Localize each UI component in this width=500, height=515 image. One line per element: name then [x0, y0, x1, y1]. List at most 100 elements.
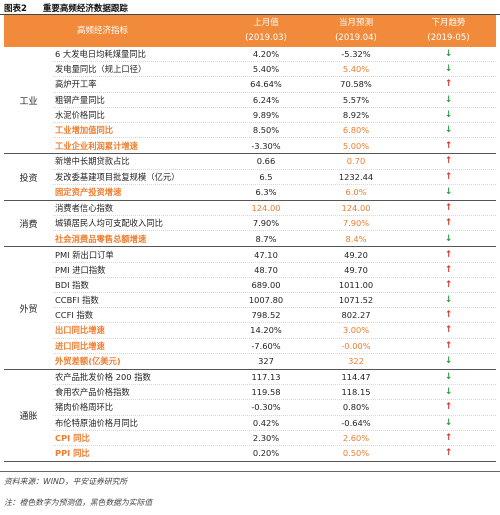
forecast-value: -0.64% — [341, 417, 371, 428]
indicator-name: 新增中长期贷款占比 — [55, 156, 130, 167]
table-row: 高炉开工率 64.64% 70.58% ↑ — [53, 77, 496, 93]
indicator-name: CPI 同比 — [55, 432, 90, 443]
arrow-up-icon: ↑ — [444, 264, 453, 275]
row-group: 外贸 PMI 新出口订单 47.10 49.20 ↑ PMI 进口指数 48.70 49.70… — [4, 247, 496, 370]
arrow-up-icon: ↑ — [444, 310, 453, 321]
forecast-value: 124.00 — [341, 202, 371, 213]
arrow-up-icon: ↑ — [444, 325, 453, 336]
table-row: 新增中长期贷款占比 0.66 0.70 ↑ — [53, 154, 496, 170]
arrow-up-icon: ↑ — [444, 279, 453, 290]
arrow-up-icon: ↑ — [444, 340, 453, 351]
forecast-value: 6.0% — [345, 187, 367, 198]
arrow-up-icon: ↑ — [444, 448, 453, 459]
prev-month-value: 6.5 — [259, 171, 273, 182]
indicator-name: CCBFI 指数 — [55, 295, 99, 306]
indicator-name: 布伦特原油价格月同比 — [55, 417, 138, 428]
forecast-value: 114.47 — [341, 372, 371, 383]
table-row: 进口同比增速 -7.60% -0.00% ↑ — [53, 339, 496, 354]
forecast-value: 8.4% — [345, 233, 367, 244]
forecast-value: 2.60% — [342, 432, 370, 443]
table-row: 发改委基建项目批复规模（亿元） 6.5 1232.44 ↑ — [53, 170, 496, 185]
indicator-name: 6 大发电日均耗煤量同比 — [55, 49, 146, 60]
forecast-value: 49.20 — [344, 249, 368, 260]
indicator-name: PMI 进口指数 — [55, 264, 106, 275]
table-row: PPI 同比 0.20% 0.50% ↑ — [53, 446, 496, 461]
figure-caption: 图表2 重要高频经济数据跟踪 — [4, 2, 128, 14]
indicator-name: 固定资产投资增速 — [55, 187, 122, 198]
indicator-name: 发电量同比（规上口径） — [55, 64, 147, 75]
indicator-name: 出口同比增速 — [55, 325, 105, 336]
footer-divider — [0, 471, 500, 472]
table-row: BDI 指数 689.00 1011.00 ↑ — [53, 278, 496, 293]
prev-month-value: 6.3% — [255, 187, 277, 198]
data-table: 高频经济指标 上月值 (2019.03) 当月预测 (2019.04) 下月趋势… — [4, 15, 496, 463]
prev-month-value: -0.30% — [251, 402, 281, 413]
indicator-name: 社会消费品零售总额增速 — [55, 233, 147, 244]
header-prev-month: 上月值 (2019.03) — [221, 15, 311, 47]
arrow-down-icon: ↓ — [444, 356, 453, 367]
header-category-cell — [4, 15, 53, 47]
arrow-up-icon: ↑ — [444, 140, 453, 151]
group-label: 消费 — [19, 220, 38, 231]
indicator-name: 消费者信心指数 — [55, 202, 114, 213]
forecast-value: 7.90% — [342, 218, 370, 229]
figure-title: 重要高频经济数据跟踪 — [42, 4, 128, 14]
indicator-name: BDI 指数 — [55, 279, 89, 290]
prev-month-value: 9.89% — [252, 109, 280, 120]
table-row: CCFI 指数 798.52 802.27 ↑ — [53, 308, 496, 324]
forecast-value: 118.15 — [341, 387, 371, 398]
arrow-down-icon: ↓ — [444, 233, 453, 244]
prev-month-value: 5.40% — [252, 64, 280, 75]
caption-divider — [0, 14, 500, 15]
arrow-down-icon: ↓ — [444, 64, 453, 75]
prev-month-value: 0.66 — [256, 156, 276, 167]
arrow-down-icon: ↓ — [444, 49, 453, 60]
table-row: 农产品批发价格 200 指数 117.13 114.47 ↓ — [53, 370, 496, 386]
indicator-name: 进口同比增速 — [55, 340, 105, 351]
table-row: 外贸差额(亿美元) 327 322 ↓ — [53, 354, 496, 369]
header-trend-label: 下月趋势 — [431, 18, 466, 28]
table-row: 工业企业利润累计增速 -3.30% 5.00% ↑ — [53, 138, 496, 153]
indicator-name: 猪肉价格周环比 — [55, 402, 114, 413]
arrow-down-icon: ↓ — [444, 109, 453, 120]
prev-month-value: 119.58 — [251, 387, 281, 398]
table-row: 猪肉价格周环比 -0.30% 0.80% ↑ — [53, 400, 496, 416]
prev-month-value: 327 — [258, 356, 274, 367]
table-row: 6 大发电日均耗煤量同比 4.20% -5.32% ↓ — [53, 47, 496, 63]
table-row: 社会消费品零售总额增速 8.7% 8.4% ↓ — [53, 231, 496, 246]
arrow-up-icon: ↑ — [444, 171, 453, 182]
header-trend-period: (2019-05) — [427, 33, 470, 43]
table-row: 出口同比增速 14.20% 3.00% ↑ — [53, 323, 496, 339]
forecast-value: 1232.44 — [338, 171, 374, 182]
header-indicator-label: 高频经济指标 — [77, 25, 129, 36]
forecast-value: -0.00% — [341, 340, 371, 351]
forecast-value: 5.00% — [342, 140, 370, 151]
figure-number: 图表2 — [4, 4, 27, 14]
header-prev-period: (2019.03) — [245, 33, 287, 43]
prev-month-value: 7.90% — [252, 218, 280, 229]
table-body: 工业 6 大发电日均耗煤量同比 4.20% -5.32% ↓ 发电量同比（规上口径） 5.4… — [4, 47, 496, 463]
forecast-value: 5.40% — [342, 64, 370, 75]
indicator-name: 食用农产品价格指数 — [55, 387, 130, 398]
header-forecast: 当月预测 (2019.04) — [311, 15, 401, 47]
table-row: CCBFI 指数 1007.80 1071.52 ↓ — [53, 293, 496, 309]
forecast-value: 1071.52 — [338, 295, 374, 306]
forecast-value: 0.50% — [342, 448, 370, 459]
group-label: 外贸 — [19, 304, 38, 315]
forecast-value: 0.80% — [342, 402, 370, 413]
source-note: 资料来源：WIND，平安证券研究所 — [4, 477, 128, 486]
arrow-down-icon: ↓ — [444, 94, 453, 105]
arrow-up-icon: ↑ — [444, 79, 453, 90]
forecast-value: 70.58% — [340, 79, 372, 90]
prev-month-value: 0.42% — [252, 417, 280, 428]
table-row: 水泥价格同比 9.89% 8.92% ↓ — [53, 108, 496, 123]
prev-month-value: 8.7% — [255, 233, 277, 244]
prev-month-value: 6.24% — [252, 94, 280, 105]
forecast-value: 5.57% — [342, 94, 370, 105]
indicator-name: PMI 新出口订单 — [55, 249, 114, 260]
prev-month-value: 2.30% — [252, 432, 280, 443]
header-indicator: 高频经济指标 — [53, 15, 221, 47]
row-group: 投资 新增中长期贷款占比 0.66 0.70 ↑ 发改委基建项目批复规模（亿元） 6.5 12… — [4, 154, 496, 201]
arrow-down-icon: ↓ — [444, 387, 453, 398]
table-row: 食用农产品价格指数 119.58 118.15 ↓ — [53, 385, 496, 401]
